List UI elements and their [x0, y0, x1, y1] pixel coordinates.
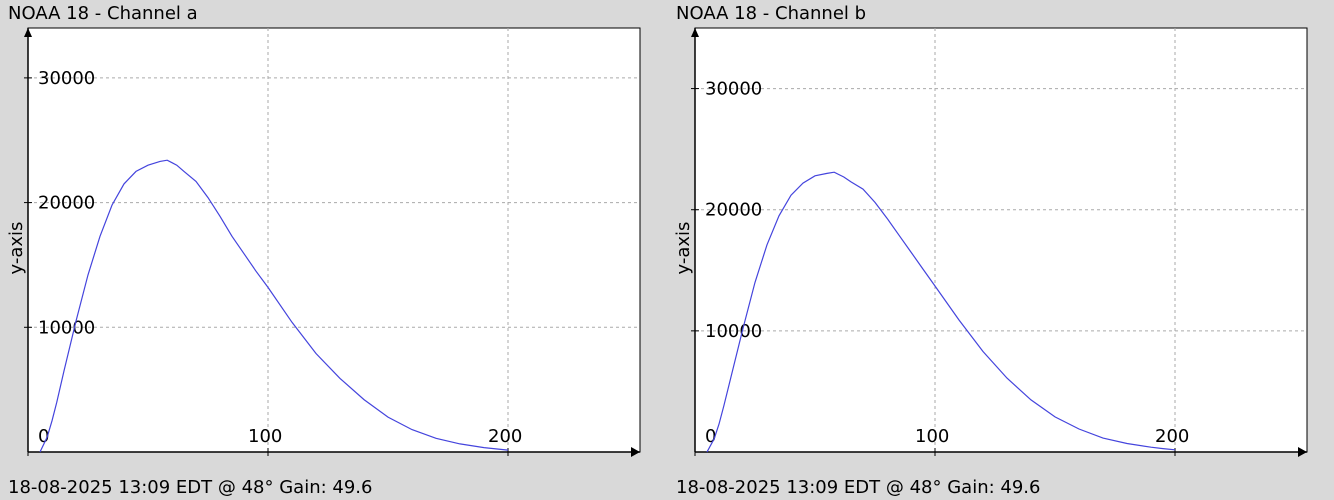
x-tick-label: 200	[1155, 426, 1189, 447]
y-tick-label: 10000	[38, 317, 95, 338]
chart-title: NOAA 18 - Channel a	[8, 3, 198, 24]
footer-status: 18-08-2025 13:09 EDT @ 48° Gain: 49.6	[676, 477, 1040, 498]
x-tick-label: 100	[915, 426, 949, 447]
y-axis-arrow	[691, 28, 699, 37]
x-axis-arrow	[1298, 447, 1307, 457]
series-line	[706, 171, 1176, 453]
y-tick-label: 30000	[38, 68, 95, 89]
x-tick-label: 200	[488, 426, 522, 447]
y-tick-label: 20000	[38, 193, 95, 214]
y-tick-label: 30000	[705, 79, 762, 100]
x-tick-label: 100	[248, 426, 282, 447]
plot-area-1	[27, 27, 641, 453]
y-axis-label: y-axis	[6, 222, 27, 275]
chart-title: NOAA 18 - Channel b	[676, 3, 866, 24]
x-axis-arrow	[631, 447, 640, 457]
x-tick-label: 0	[705, 426, 716, 447]
y-tick-label: 20000	[705, 200, 762, 221]
series-line	[39, 159, 509, 453]
footer-status: 18-08-2025 13:09 EDT @ 48° Gain: 49.6	[8, 477, 372, 498]
y-tick-label: 10000	[705, 321, 762, 342]
y-axis-arrow	[24, 28, 32, 37]
y-axis-label: y-axis	[673, 222, 694, 275]
plot-area-2	[694, 27, 1308, 453]
x-tick-label: 0	[38, 426, 49, 447]
